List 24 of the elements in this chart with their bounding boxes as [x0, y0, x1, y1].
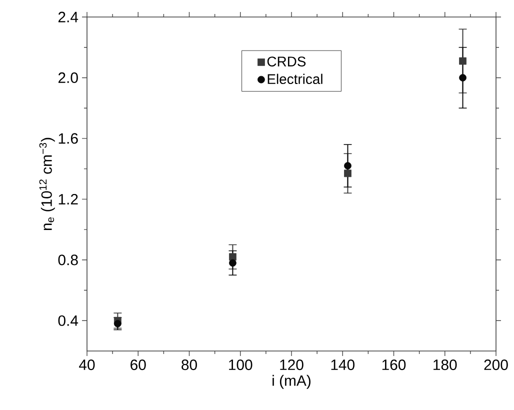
- y-tick-label: 2.4: [58, 12, 78, 22]
- point: [459, 74, 466, 82]
- point: [459, 57, 466, 65]
- y-tick-label: 1.6: [58, 133, 78, 144]
- y-tick-label: 0.8: [58, 254, 78, 266]
- x-tick-label: 180: [434, 360, 457, 370]
- point: [229, 259, 236, 267]
- y-axis-title: n$_{e}$ (10$^{12}$ cm$^{−3}$): [39, 138, 55, 230]
- x-tick-label: 60: [130, 360, 146, 370]
- x-axis-title: i (mA): [272, 374, 310, 389]
- x-tick-label: 40: [79, 360, 95, 370]
- x-tick-label: 140: [331, 360, 354, 370]
- x-tick-label: 200: [484, 360, 508, 370]
- y-tick-label: 1.2: [58, 194, 78, 204]
- x-tick-label: 100: [229, 360, 252, 370]
- legend-label: Electrical: [268, 74, 322, 84]
- x-tick-label: 120: [280, 360, 304, 370]
- x-tick-label: 160: [382, 360, 406, 370]
- legend-label: CRDS: [267, 56, 306, 66]
- point: [344, 162, 352, 170]
- y-tick-label: 2.0: [58, 72, 78, 84]
- x-tick-label: 80: [182, 360, 197, 370]
- point: [344, 170, 352, 178]
- y-tick-label: 0.4: [58, 315, 78, 326]
